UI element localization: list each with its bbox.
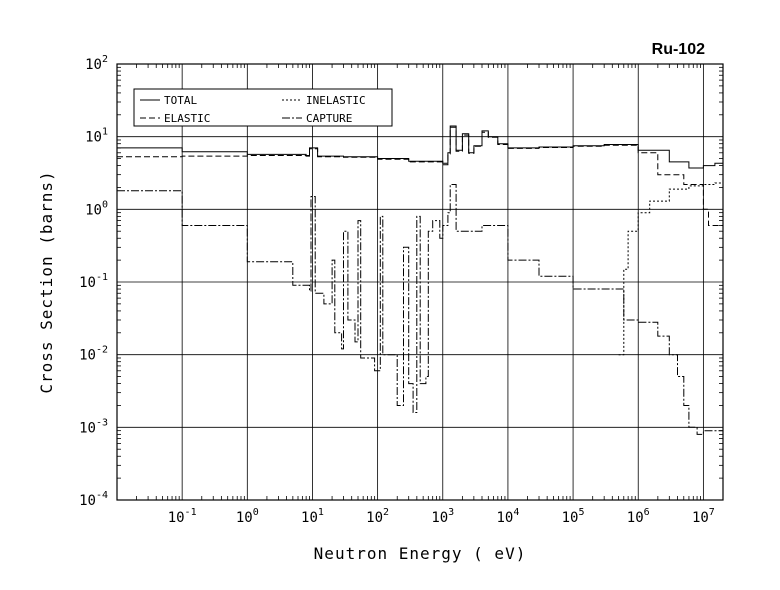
y-tick-labels: 102 101 100 10-1 10-2 10-3 10-4: [79, 54, 108, 509]
legend-label-elastic: ELASTIC: [164, 112, 210, 125]
series-inelastic-line: [618, 182, 723, 356]
y-tick-label: 10-3: [79, 417, 108, 436]
legend-label-total: TOTAL: [164, 94, 197, 107]
x-tick-label: 10-1: [168, 507, 197, 526]
y-tick-label: 10-4: [79, 490, 108, 509]
series-elastic-line: [117, 126, 724, 239]
legend-label-inelastic: INELASTIC: [306, 94, 366, 107]
x-tick-label: 104: [496, 507, 519, 526]
y-tick-label: 101: [85, 127, 108, 146]
series-capture-line: [117, 184, 723, 435]
x-tick-label: 105: [562, 507, 585, 526]
y-tick-label: 10-2: [79, 345, 108, 364]
x-axis-label: Neutron Energy ( eV): [314, 544, 527, 563]
series-layer: [117, 125, 724, 435]
x-tick-label: 103: [431, 507, 454, 526]
y-tick-label: 100: [85, 199, 108, 218]
y-tick-label: 102: [85, 54, 108, 73]
y-tick-label: 10-1: [79, 272, 108, 291]
x-tick-labels: 10-1 100 101 102 103 104 105 106 107: [168, 507, 715, 526]
y-axis-label: Cross Section (barns): [37, 170, 56, 393]
x-tick-label: 102: [366, 507, 389, 526]
x-tick-label: 100: [236, 507, 259, 526]
x-tick-label: 106: [627, 507, 650, 526]
chart-title: Ru-102: [652, 41, 705, 58]
legend: TOTAL ELASTIC INELASTIC CAPTURE: [133, 88, 393, 127]
legend-label-capture: CAPTURE: [306, 112, 352, 125]
legend-box: [133, 88, 393, 127]
x-tick-label: 101: [301, 507, 324, 526]
x-tick-label: 107: [692, 507, 715, 526]
